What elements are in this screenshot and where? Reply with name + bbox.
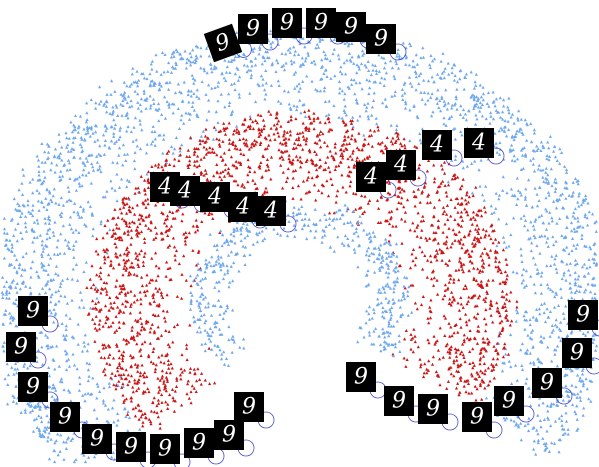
thumbnail: 4 xyxy=(256,196,297,233)
thumbnail-digit: 9 xyxy=(124,435,138,460)
thumbnail-image xyxy=(346,362,376,392)
thumbnail-image xyxy=(18,296,48,326)
thumbnail-image xyxy=(238,14,268,44)
thumbnail: 9 xyxy=(532,368,573,405)
thumbnail: 9 xyxy=(494,386,535,423)
thumbnail-digit: 4 xyxy=(263,199,278,224)
thumbnail-digit: 9 xyxy=(26,375,40,400)
thumbnail-image xyxy=(422,130,452,160)
thumbnail: 4 xyxy=(228,192,269,229)
point-cloud xyxy=(85,108,519,430)
thumbnail-image xyxy=(384,386,414,416)
thumbnail-image xyxy=(272,8,302,38)
thumbnail-digit: 9 xyxy=(470,405,484,430)
thumbnail: 9 xyxy=(18,296,59,333)
thumbnail-image xyxy=(494,386,524,416)
thumbnail-digit: 9 xyxy=(502,389,516,414)
thumbnail: 9 xyxy=(203,23,252,63)
thumbnail: 9 xyxy=(562,338,599,375)
thumbnail-image xyxy=(562,338,592,368)
thumbnail-image xyxy=(200,182,230,212)
thumbnail-image xyxy=(366,24,396,54)
thumbnail-image xyxy=(336,12,366,42)
thumbnail-digit: 9 xyxy=(14,335,28,360)
thumbnail-digit: 9 xyxy=(158,437,172,462)
thumbnail-digit: 9 xyxy=(344,15,358,40)
thumbnail-digit: 9 xyxy=(246,17,260,42)
thumbnail: 4 xyxy=(464,128,505,165)
thumbnail: 9 xyxy=(384,386,425,423)
thumbnail: 4 xyxy=(422,130,463,167)
thumbnail-image xyxy=(6,332,36,362)
thumbnail-digit: 9 xyxy=(26,299,40,324)
thumbnail: 9 xyxy=(346,362,387,399)
thumbnail-image xyxy=(82,424,112,454)
thumbnail-image xyxy=(234,392,264,422)
thumbnail: 9 xyxy=(238,14,279,51)
thumbnail: 4 xyxy=(386,150,427,187)
thumbnail-image xyxy=(464,128,494,158)
thumbnail: 9 xyxy=(214,420,255,457)
point-clouds xyxy=(0,29,599,464)
thumbnail-digit: 4 xyxy=(363,165,378,190)
thumbnail-image xyxy=(568,300,598,330)
thumbnail: 4 xyxy=(170,176,211,213)
thumbnail-digit: 4 xyxy=(471,131,486,156)
thumbnail-image xyxy=(170,176,200,206)
thumbnail-digit: 4 xyxy=(429,133,444,158)
thumbnail: 9 xyxy=(18,372,59,409)
thumbnail: 9 xyxy=(462,402,503,439)
thumbnail-digit: 9 xyxy=(374,27,388,52)
thumbnail-digit: 9 xyxy=(222,423,236,448)
thumbnail-digit: 4 xyxy=(177,179,192,204)
thumbnail-image xyxy=(150,434,180,464)
thumbnail: 9 xyxy=(306,8,347,45)
thumbnail: 9 xyxy=(234,392,275,429)
thumbnail-digit: 9 xyxy=(570,341,584,366)
thumbnail: 9 xyxy=(82,424,123,461)
thumbnail-image xyxy=(116,432,146,462)
thumbnail: 9 xyxy=(184,428,225,465)
thumbnail-digit: 9 xyxy=(576,303,590,328)
thumbnail-digit: 9 xyxy=(314,11,328,36)
thumbnail-image xyxy=(256,196,286,226)
thumbnail-image xyxy=(532,368,562,398)
thumbnail-digit: 9 xyxy=(90,427,104,452)
thumbnail-digit: 4 xyxy=(157,175,172,200)
thumbnail: 9 xyxy=(116,432,157,467)
thumbnail-digit: 9 xyxy=(280,11,294,36)
thumbnail-image xyxy=(356,162,386,192)
thumbnail-digit: 9 xyxy=(354,365,368,390)
thumbnail-image xyxy=(184,428,214,458)
thumbnail-image xyxy=(418,394,448,424)
thumbnail-digit: 9 xyxy=(392,389,406,414)
thumbnail: 9 xyxy=(568,300,599,337)
thumbnail-image xyxy=(203,23,243,63)
thumbnail-digit: 9 xyxy=(192,431,206,456)
thumbnail-digit: 4 xyxy=(235,195,250,220)
thumbnail-image xyxy=(228,192,258,222)
thumbnail-digit: 4 xyxy=(393,153,408,178)
thumbnail: 9 xyxy=(150,434,191,467)
thumbnail-image xyxy=(462,402,492,432)
thumbnail: 9 xyxy=(366,24,407,61)
thumbnail-digit: 9 xyxy=(540,371,554,396)
thumbnail-digit: 9 xyxy=(58,405,72,430)
thumbnail-image xyxy=(306,8,336,38)
thumbnail-image xyxy=(50,402,80,432)
thumbnail-digit: 4 xyxy=(207,185,222,210)
thumbnail: 9 xyxy=(272,8,313,45)
thumbnail-image xyxy=(214,420,244,450)
thumbnail: 9 xyxy=(6,332,47,369)
thumbnail: 9 xyxy=(418,394,459,431)
thumbnail-image xyxy=(18,372,48,402)
point-cloud xyxy=(188,199,414,367)
thumbnail: 4 xyxy=(356,162,397,199)
thumbnail-digit: 9 xyxy=(242,395,256,420)
thumbnail: 9 xyxy=(50,402,91,439)
thumbnail-image xyxy=(386,150,416,180)
thumbnail-digit: 9 xyxy=(426,397,440,422)
